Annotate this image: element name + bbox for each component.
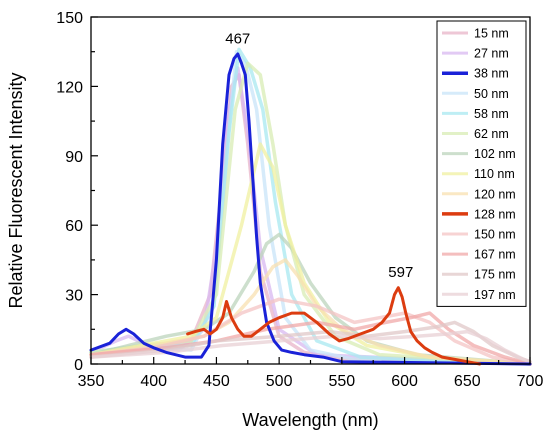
x-tick-label: 350 [78,373,105,390]
series-line-27-nm [89,66,532,366]
y-tick-label: 60 [65,218,83,235]
x-tick-label: 700 [517,373,544,390]
legend-label: 120 nm [474,187,516,201]
legend-label: 15 nm [474,27,509,41]
legend-box [436,20,527,307]
x-axis-title: Wavelength (nm) [242,410,378,430]
legend-label: 27 nm [474,47,509,61]
x-tick-label: 650 [454,373,481,390]
legend-label: 175 nm [474,268,516,282]
series-line-175-nm [89,320,532,364]
series-line-38-nm [89,52,532,366]
x-axis: 350 400 450 500 550 600 650 700 [78,357,544,390]
legend-label: 102 nm [474,147,516,161]
plot-lines [89,47,532,366]
peak-annotation-467: 467 [225,30,250,47]
x-tick-label: 400 [140,373,167,390]
series-line-128-nm [186,286,482,366]
legend-label: 50 nm [474,87,509,101]
x-tick-label: 600 [391,373,418,390]
legend-label: 110 nm [474,167,515,181]
legend-label: 62 nm [474,127,509,141]
legend-label: 58 nm [474,107,509,121]
y-tick-label: 120 [56,79,83,96]
legend-label: 38 nm [474,67,509,81]
y-tick-label: 30 [65,288,83,305]
x-tick-label: 450 [203,373,230,390]
series-line-150-nm [89,297,532,366]
x-tick-label: 550 [329,373,356,390]
y-tick-label: 150 [56,10,83,27]
legend: 15 nm 27 nm 38 nm 50 nm 58 nm 62 nm 102 nm 110 … [436,20,527,307]
legend-label: 150 nm [474,228,516,242]
y-axis-title: Relative Fluorescent Intensity [6,72,26,308]
y-axis: 0 30 60 90 120 150 [56,10,98,374]
x-tick-label: 500 [266,373,293,390]
legend-label: 128 nm [474,207,516,221]
series-line-110-nm [89,142,532,366]
legend-label: 197 nm [474,288,516,302]
legend-label: 167 nm [474,248,516,262]
peak-annotation-597: 597 [388,264,413,281]
series-line-197-nm [89,329,532,364]
y-tick-label: 0 [74,357,83,374]
y-tick-label: 90 [65,149,83,166]
